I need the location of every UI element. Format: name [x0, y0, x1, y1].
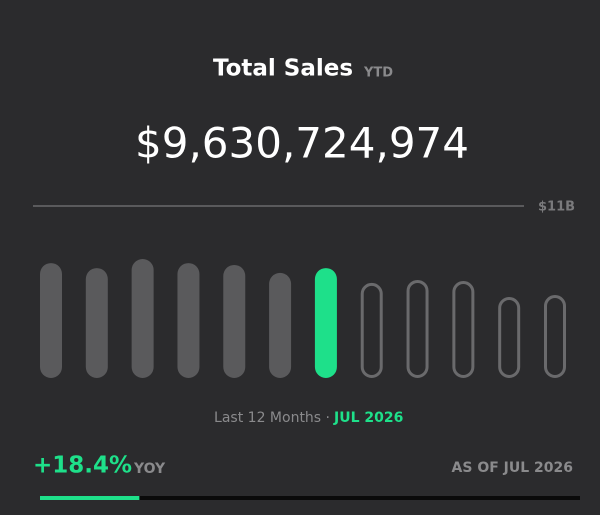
reference-label: $11B — [538, 200, 575, 215]
bar-outline — [544, 294, 566, 379]
bar — [269, 272, 292, 378]
bar — [223, 264, 246, 378]
title: Total Sales — [213, 56, 353, 82]
bar-outline — [360, 282, 383, 378]
yoy-note: YOY — [133, 461, 166, 477]
progress-track — [40, 496, 580, 500]
caption-period: JUL 2026 — [333, 410, 403, 426]
caption: Last 12 Months · — [214, 410, 330, 426]
bar-outline — [498, 297, 521, 378]
yoy-value: +18.4% — [33, 453, 132, 479]
bar — [40, 263, 62, 378]
bar-outline — [452, 281, 475, 378]
subtitle: YTD — [363, 66, 393, 81]
bar — [177, 263, 200, 378]
bar — [131, 259, 154, 378]
headline-value: $9,630,724,974 — [135, 119, 469, 168]
progress-fill — [40, 496, 140, 500]
bar — [85, 268, 108, 378]
bar-outline — [406, 279, 429, 378]
as-of: AS OF JUL 2026 — [452, 460, 573, 476]
bar — [314, 268, 337, 378]
